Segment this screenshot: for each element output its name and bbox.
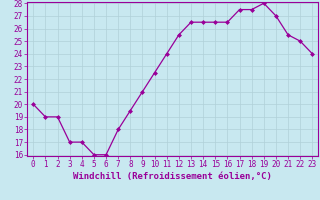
X-axis label: Windchill (Refroidissement éolien,°C): Windchill (Refroidissement éolien,°C): [73, 172, 272, 181]
